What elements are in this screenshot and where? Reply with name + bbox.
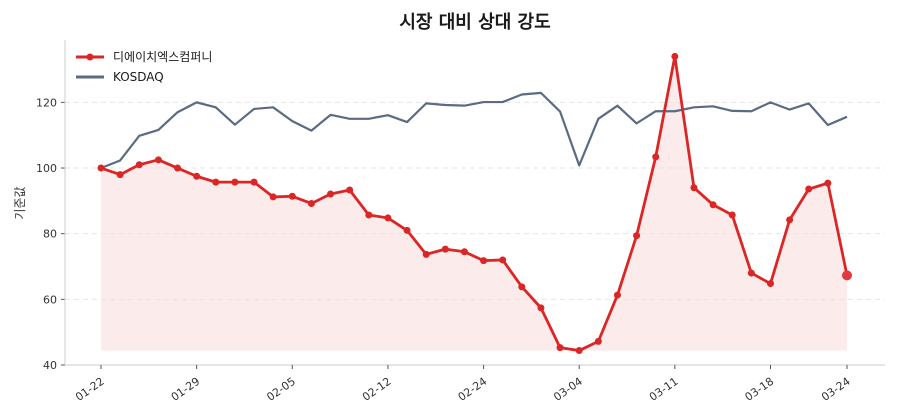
data-point xyxy=(441,245,449,253)
chart-title: 시장 대비 상대 강도 xyxy=(399,12,550,33)
series-line-company xyxy=(100,55,849,352)
data-point xyxy=(460,248,468,256)
data-point xyxy=(327,190,335,198)
data-point xyxy=(480,257,488,265)
x-tick-label: 03-11 xyxy=(647,375,681,404)
data-point xyxy=(766,280,774,288)
x-tick-label: 02-24 xyxy=(456,375,490,404)
y-tick-label: 80 xyxy=(43,228,57,241)
data-point xyxy=(154,156,162,164)
data-point xyxy=(824,179,832,187)
legend-label-company: 디에이치엑스컴퍼니 xyxy=(113,50,212,64)
data-point xyxy=(575,347,583,355)
data-point xyxy=(250,178,258,186)
data-point xyxy=(537,304,545,312)
area-fill xyxy=(101,56,847,351)
x-tick-label: 03-24 xyxy=(819,375,853,404)
data-point xyxy=(231,178,239,186)
data-point xyxy=(671,52,679,60)
y-tick-label: 100 xyxy=(36,162,57,175)
data-point xyxy=(747,269,755,277)
data-point xyxy=(97,164,105,172)
legend: 디에이치엑스컴퍼니 KOSDAQ xyxy=(76,50,212,84)
y-tick-label: 120 xyxy=(36,96,57,109)
data-point xyxy=(422,250,430,258)
data-point xyxy=(594,337,602,345)
y-axis-label: 기준값 xyxy=(13,186,27,219)
x-tick-label: 01-29 xyxy=(169,375,203,404)
x-tick-label: 01-22 xyxy=(73,375,107,404)
series-line-kosdaq xyxy=(100,91,848,170)
data-point xyxy=(212,178,220,186)
data-point xyxy=(709,201,717,209)
data-point xyxy=(269,193,277,201)
data-point xyxy=(518,283,526,291)
data-point xyxy=(288,192,296,200)
data-point-last xyxy=(842,270,852,281)
data-point xyxy=(786,216,794,224)
x-tick-label: 02-05 xyxy=(264,375,298,404)
x-tick-label: 03-18 xyxy=(743,375,777,404)
data-point xyxy=(728,211,736,219)
data-point xyxy=(556,344,564,352)
data-point xyxy=(690,184,698,192)
data-point xyxy=(403,226,411,234)
data-point xyxy=(613,291,621,299)
data-point xyxy=(346,186,354,194)
legend-label-kosdaq: KOSDAQ xyxy=(113,70,164,84)
series-fill-company xyxy=(101,56,847,351)
data-point xyxy=(307,199,315,207)
data-point xyxy=(805,185,813,193)
data-point xyxy=(652,153,660,161)
x-tick-label: 02-12 xyxy=(360,375,394,404)
data-point xyxy=(384,214,392,222)
y-tick-label: 40 xyxy=(43,359,57,372)
data-point xyxy=(633,232,641,240)
series-lines xyxy=(97,52,852,355)
data-point xyxy=(365,211,373,219)
data-point xyxy=(499,256,507,264)
data-point xyxy=(116,171,124,179)
y-tick-label: 60 xyxy=(43,293,57,306)
x-tick-label: 03-04 xyxy=(551,375,585,404)
data-point xyxy=(193,172,201,180)
data-point xyxy=(135,161,143,169)
data-point xyxy=(174,164,182,172)
legend-marker-company xyxy=(86,53,94,61)
